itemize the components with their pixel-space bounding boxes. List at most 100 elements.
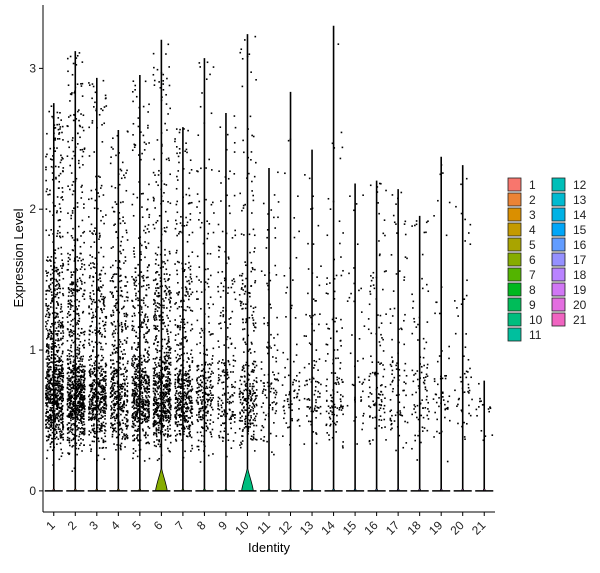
cell-dot <box>67 312 69 315</box>
cell-dot <box>101 359 104 361</box>
cell-dot <box>126 426 128 428</box>
cell-dot <box>62 277 65 280</box>
cell-dot <box>99 403 101 406</box>
cell-dot <box>80 406 82 408</box>
cell-dot <box>133 384 136 387</box>
cell-dot <box>89 262 92 265</box>
cell-dot <box>133 354 135 357</box>
cell-dot <box>125 229 128 232</box>
cell-dot <box>94 101 96 104</box>
cell-dot <box>91 232 93 234</box>
cell-dot <box>218 170 220 173</box>
cell-dot <box>59 326 62 329</box>
cell-dot <box>80 391 83 394</box>
cell-dot <box>78 334 81 337</box>
cell-dot <box>70 354 73 357</box>
cell-dot <box>92 391 94 394</box>
cell-dot <box>183 128 185 130</box>
cell-dot <box>62 381 64 383</box>
cell-dot <box>47 410 49 413</box>
cell-dot <box>147 434 149 437</box>
cell-dot <box>189 329 192 332</box>
cell-dot <box>174 429 176 432</box>
cell-dot <box>166 328 168 331</box>
cell-dot <box>178 232 180 235</box>
cell-dot <box>121 236 124 238</box>
cell-dot <box>126 394 129 397</box>
cell-dot <box>111 390 114 392</box>
cell-dot <box>138 154 140 156</box>
cell-dot <box>105 97 107 99</box>
cell-dot <box>155 410 158 413</box>
cell-dot <box>169 252 171 255</box>
cell-dot <box>207 399 209 402</box>
cell-dot <box>158 81 160 83</box>
cell-dot <box>196 418 199 421</box>
cell-dot <box>57 338 60 340</box>
cell-dot <box>71 212 74 214</box>
cell-dot <box>154 394 157 396</box>
cell-dot <box>147 394 150 397</box>
cell-dot <box>109 391 112 394</box>
cell-dot <box>55 339 57 342</box>
cell-dot <box>57 415 60 417</box>
cell-dot <box>69 391 72 393</box>
cell-dot <box>67 422 70 424</box>
cell-dot <box>126 382 129 385</box>
cell-dot <box>55 293 57 296</box>
cell-dot <box>119 386 121 388</box>
cell-dot <box>126 411 129 414</box>
cell-dot <box>110 378 113 381</box>
cell-dot <box>125 424 128 427</box>
cell-dot <box>139 387 142 389</box>
cell-dot <box>162 73 165 76</box>
cell-dot <box>125 326 127 329</box>
cell-dot <box>83 398 86 401</box>
cell-dot <box>59 161 62 164</box>
cell-dot <box>71 381 74 383</box>
cell-dot <box>166 330 169 332</box>
cell-dot <box>79 376 82 379</box>
cell-dot <box>177 404 180 407</box>
cell-dot <box>102 421 105 424</box>
cell-dot <box>68 333 71 336</box>
cell-dot <box>121 385 124 388</box>
cell-dot <box>51 388 54 391</box>
cell-dot <box>209 431 212 434</box>
cell-dot <box>78 406 81 408</box>
cell-dot <box>68 331 71 333</box>
cell-dot <box>116 414 118 417</box>
cell-dot <box>81 184 83 187</box>
cell-dot <box>59 364 62 367</box>
cell-dot <box>188 202 191 205</box>
cell-dot <box>140 299 143 301</box>
cell-dot <box>93 435 95 438</box>
cell-dot <box>113 367 115 369</box>
cell-dot <box>50 335 53 337</box>
cell-dot <box>188 390 190 393</box>
cell-dot <box>144 358 146 361</box>
cell-dot <box>67 362 69 365</box>
cell-dot <box>112 309 114 312</box>
cell-dot <box>136 420 138 423</box>
cell-dot <box>174 394 177 397</box>
cell-dot <box>80 413 82 416</box>
cell-dot <box>175 356 178 359</box>
cell-dot <box>113 392 116 395</box>
cell-dot <box>99 393 102 396</box>
cell-dot <box>141 410 143 413</box>
cell-dot <box>98 274 101 276</box>
cell-dot <box>185 288 188 291</box>
cell-dot <box>113 406 116 409</box>
cell-dot <box>69 313 72 316</box>
cell-dot <box>62 423 64 426</box>
cell-dot <box>168 293 171 296</box>
cell-dot <box>100 391 102 393</box>
cell-dot <box>206 252 209 255</box>
cell-dot <box>91 440 94 443</box>
cell-dot <box>165 103 168 105</box>
cell-dot <box>82 418 85 420</box>
cell-dot <box>122 403 125 406</box>
cell-dot <box>56 392 59 394</box>
cell-dot <box>196 290 198 293</box>
